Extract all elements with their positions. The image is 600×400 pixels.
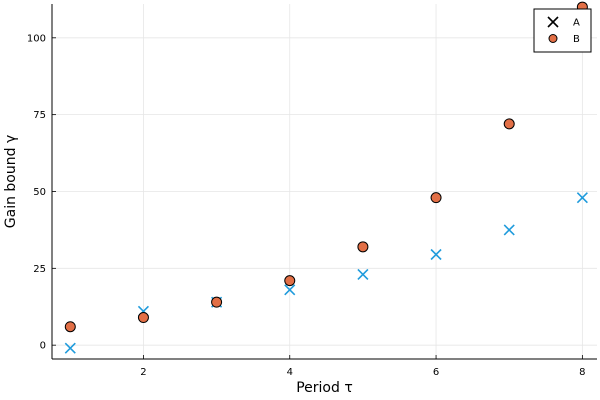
legend-marker-b xyxy=(548,34,558,43)
series-b-point xyxy=(137,312,149,324)
x-tick-label: 4 xyxy=(287,367,293,378)
x-tick-label: 6 xyxy=(433,367,439,378)
x-tick-label: 2 xyxy=(140,367,146,378)
series-b-point xyxy=(357,241,369,253)
x-axis-label: Period τ xyxy=(296,380,353,396)
series-a-point xyxy=(284,284,296,296)
ticks: 2 4 6 8 0 25 50 75 100 xyxy=(27,33,586,378)
series-b-point xyxy=(284,275,296,287)
series-b-point xyxy=(211,296,223,308)
legend: AB xyxy=(533,8,592,53)
y-tick-label: 25 xyxy=(33,264,46,275)
legend-label-a: A xyxy=(573,18,580,29)
y-tick-label: 0 xyxy=(40,341,46,352)
grid xyxy=(52,4,597,359)
series-b-point xyxy=(430,192,442,204)
legend-label-b: B xyxy=(573,34,580,45)
y-tick-label: 75 xyxy=(33,110,46,121)
series-a-point xyxy=(357,268,369,281)
series-b-point xyxy=(503,118,515,130)
data-points xyxy=(64,1,588,354)
series-a-point xyxy=(503,224,515,236)
series-b-point xyxy=(64,321,76,333)
series-a-point xyxy=(64,342,76,354)
series-a-point xyxy=(576,192,588,204)
y-tick-label: 50 xyxy=(33,187,46,198)
axes xyxy=(51,4,597,360)
legend-marker-a xyxy=(547,16,559,28)
legend-box xyxy=(533,8,592,53)
y-axis-label: Gain bound γ xyxy=(3,135,19,228)
y-tick-label: 100 xyxy=(27,33,46,44)
x-tick-label: 8 xyxy=(579,367,585,378)
series-a-point xyxy=(430,248,442,261)
